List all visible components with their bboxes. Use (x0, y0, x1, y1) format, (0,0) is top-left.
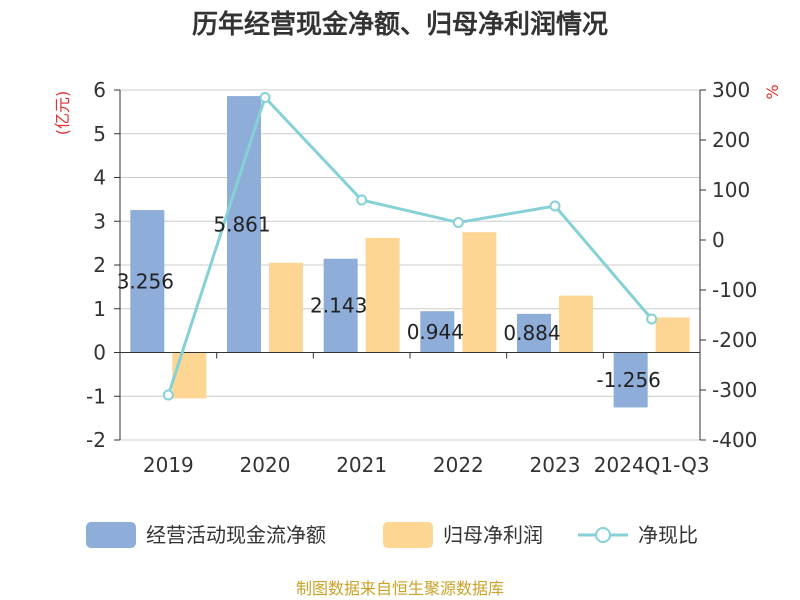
data-labels: 3.256 5.861 2.143 0.944 0.884 -1.256 (117, 212, 661, 392)
left-tick-label: 2 (93, 253, 106, 277)
right-tick-label: 0 (712, 228, 725, 252)
legend-swatch-ratio-marker (595, 527, 611, 543)
net-profit-bar (655, 317, 690, 353)
net-profit-bar (462, 232, 497, 353)
legend-swatch-profit (383, 522, 433, 548)
legend-label-cashflow: 经营活动现金流净额 (146, 523, 326, 547)
left-tick-label: 1 (93, 297, 106, 321)
right-axis-unit: % (763, 84, 782, 99)
net-profit-bar (559, 295, 593, 353)
category-label: 2021 (336, 453, 387, 477)
legend: 经营活动现金流净额 归母净利润 净现比 (86, 522, 698, 548)
cashflow-data-label: 2.143 (310, 294, 367, 318)
left-tick-label: -1 (86, 384, 106, 408)
legend-label-profit: 归母净利润 (443, 523, 543, 547)
cashflow-data-label: -1.256 (596, 368, 660, 392)
cashflow-bar (613, 352, 648, 408)
right-tick-label: 300 (712, 78, 750, 102)
cashflow-bar (227, 96, 261, 353)
legend-label-ratio: 净现比 (638, 523, 698, 547)
category-label: 2023 (530, 453, 581, 477)
left-tick-label: -2 (86, 428, 106, 452)
category-label: 2024Q1-Q3 (594, 453, 710, 477)
category-label: 2019 (143, 453, 194, 477)
left-tick-label: 6 (93, 78, 106, 102)
axes: -2 -1 0 1 2 3 4 5 6 -400 -300 -200 -100 0 100 200 300 201… (86, 78, 757, 477)
ratio-point (549, 200, 561, 212)
left-tick-label: 5 (93, 122, 106, 146)
cashflow-data-label: 5.861 (213, 212, 270, 236)
cashflow-bar (323, 258, 358, 353)
ratio-point (356, 194, 368, 206)
cashflow-data-label: 0.884 (503, 321, 560, 345)
right-tick-label: -200 (712, 328, 757, 352)
left-tick-label: 0 (93, 341, 106, 365)
right-tick-label: -300 (712, 378, 757, 402)
right-tick-label: 200 (712, 128, 750, 152)
ratio-point (259, 92, 271, 103)
cashflow-bar (130, 210, 165, 353)
chart-title: 历年经营现金净额、归母净利润情况 (192, 9, 608, 40)
left-axis-unit: (亿元) (53, 91, 72, 136)
right-tick-label: 100 (712, 178, 750, 202)
cashflow-bar (420, 311, 455, 353)
ratio-line (162, 92, 658, 401)
category-label: 2020 (240, 453, 291, 477)
ratio-point (162, 389, 174, 401)
source-note: 制图数据来自恒生聚源数据库 (296, 579, 504, 598)
ratio-point (452, 217, 464, 228)
net-profit-bar (172, 352, 207, 399)
ratio-point (646, 313, 658, 325)
category-label: 2022 (433, 453, 484, 477)
legend-swatch-cashflow (86, 522, 136, 548)
net-profit-bar (365, 237, 400, 353)
right-tick-label: -400 (712, 428, 757, 452)
left-tick-label: 4 (93, 166, 106, 190)
cashflow-data-label: 0.944 (407, 320, 464, 344)
ratio-line-path (166, 94, 653, 396)
right-tick-label: -100 (712, 278, 757, 302)
gridlines (120, 89, 700, 441)
bars (130, 96, 690, 408)
cashflow-data-label: 3.256 (117, 269, 174, 293)
left-tick-label: 3 (93, 209, 106, 233)
cashflow-bar (517, 313, 551, 353)
net-profit-bar (269, 262, 303, 353)
